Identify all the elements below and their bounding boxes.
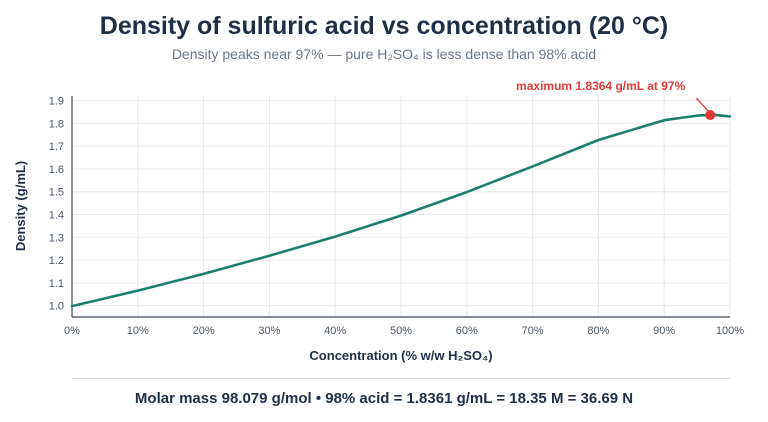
annotation-label: maximum 1.8364 g/mL at 97% — [516, 79, 686, 93]
y-tick-label: 1.0 — [49, 301, 64, 313]
y-tick-label: 1.5 — [49, 187, 64, 199]
x-tick-label: 20% — [193, 325, 215, 337]
y-tick-label: 1.7 — [49, 141, 64, 153]
tick-labels: 0% 10% 20% 30% 40% 50% 60% 70% 80% 90% 100% 1.0 1.1 1… — [49, 96, 745, 337]
axes — [71, 96, 730, 318]
y-tick-label: 1.9 — [49, 96, 64, 108]
y-axis-label: Density (g/mL) — [13, 161, 28, 251]
chart-title: Density of sulfuric acid vs concentratio… — [99, 12, 669, 40]
y-tick-label: 1.1 — [49, 278, 64, 290]
x-tick-label: 90% — [653, 325, 675, 337]
y-tick-label: 1.6 — [49, 164, 64, 176]
x-tick-label: 70% — [522, 325, 544, 337]
x-tick-label: 0% — [64, 325, 80, 337]
footer-summary: Molar mass 98.079 g/mol • 98% acid = 1.8… — [134, 390, 634, 407]
footer-divider — [72, 378, 730, 379]
annotation-layer: maximum 1.8364 g/mL at 97% — [516, 79, 716, 121]
maximum-point-marker — [705, 110, 716, 121]
x-axis-label: Concentration (% w/w H₂SO₄) — [309, 348, 492, 363]
y-tick-label: 1.3 — [49, 232, 64, 244]
x-tick-label: 40% — [324, 325, 346, 337]
x-tick-label: 100% — [716, 325, 744, 337]
y-tick-label: 1.2 — [49, 255, 64, 267]
y-tick-label: 1.4 — [49, 209, 64, 221]
annotation-leader-line — [695, 97, 710, 113]
x-tick-label: 60% — [456, 325, 478, 337]
y-tick-label: 1.8 — [49, 118, 64, 130]
x-tick-label: 10% — [127, 325, 149, 337]
chart-subtitle: Density peaks near 97% — pure H₂SO₄ is l… — [171, 46, 597, 62]
x-tick-label: 30% — [258, 325, 280, 337]
x-tick-label: 50% — [390, 325, 412, 337]
x-tick-label: 80% — [587, 325, 609, 337]
